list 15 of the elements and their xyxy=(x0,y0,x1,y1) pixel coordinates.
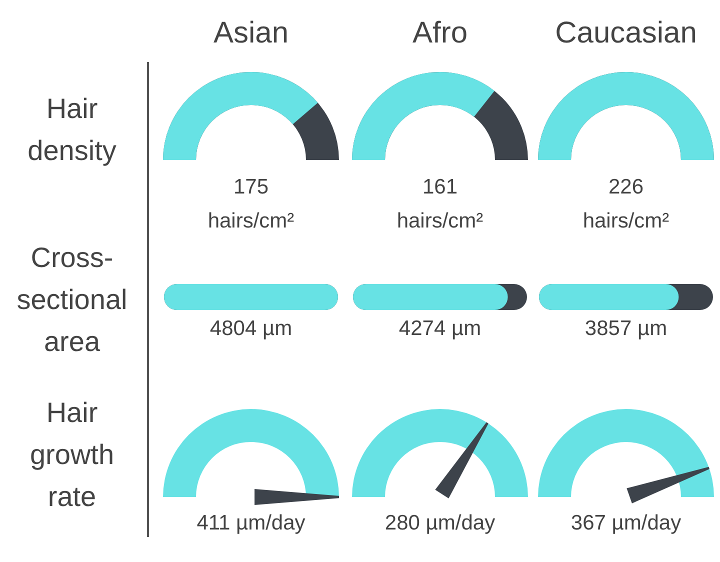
category-label: Afro xyxy=(412,16,468,50)
data-label: 280 µm/day xyxy=(384,512,496,534)
data-label: 3857 µm xyxy=(584,317,668,340)
text: Hair growth rate xyxy=(28,396,116,514)
data-label: 161 hairs/cm² xyxy=(396,176,484,232)
data-label: 367 µm/day xyxy=(570,512,682,534)
data-label: 4804 µm xyxy=(210,317,292,340)
category-label: Asian xyxy=(213,16,289,50)
data-label: 4274 µm xyxy=(398,317,482,340)
text: Hair density xyxy=(26,92,118,168)
text: Cross-sectional area xyxy=(16,241,128,359)
category-label: Caucasian xyxy=(555,16,697,50)
data-label: 175 hairs/cm² xyxy=(208,176,294,232)
data-label: 226 hairs/cm² xyxy=(582,176,670,232)
data-label: 411 µm/day xyxy=(196,512,306,534)
